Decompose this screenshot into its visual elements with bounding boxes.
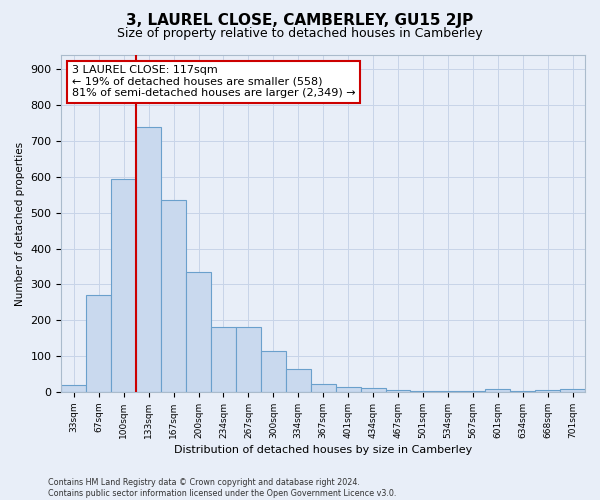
Bar bbox=[236, 328, 261, 392]
Bar bbox=[186, 272, 211, 392]
Bar bbox=[86, 295, 111, 392]
Bar bbox=[311, 384, 335, 392]
Bar bbox=[535, 390, 560, 392]
Bar bbox=[386, 390, 410, 392]
Bar bbox=[335, 388, 361, 392]
Bar bbox=[161, 200, 186, 392]
Text: Contains HM Land Registry data © Crown copyright and database right 2024.
Contai: Contains HM Land Registry data © Crown c… bbox=[48, 478, 397, 498]
Bar bbox=[61, 385, 86, 392]
Text: Size of property relative to detached houses in Camberley: Size of property relative to detached ho… bbox=[117, 28, 483, 40]
Bar bbox=[136, 126, 161, 392]
Text: 3 LAUREL CLOSE: 117sqm
← 19% of detached houses are smaller (558)
81% of semi-de: 3 LAUREL CLOSE: 117sqm ← 19% of detached… bbox=[72, 65, 355, 98]
Bar bbox=[410, 391, 436, 392]
Y-axis label: Number of detached properties: Number of detached properties bbox=[15, 142, 25, 306]
Bar bbox=[560, 390, 585, 392]
Bar bbox=[460, 391, 485, 392]
Bar bbox=[286, 368, 311, 392]
Bar bbox=[111, 178, 136, 392]
Bar bbox=[510, 391, 535, 392]
Text: 3, LAUREL CLOSE, CAMBERLEY, GU15 2JP: 3, LAUREL CLOSE, CAMBERLEY, GU15 2JP bbox=[127, 12, 473, 28]
Bar bbox=[361, 388, 386, 392]
Bar bbox=[261, 350, 286, 392]
Bar bbox=[436, 391, 460, 392]
X-axis label: Distribution of detached houses by size in Camberley: Distribution of detached houses by size … bbox=[174, 445, 472, 455]
Bar bbox=[485, 390, 510, 392]
Bar bbox=[211, 328, 236, 392]
